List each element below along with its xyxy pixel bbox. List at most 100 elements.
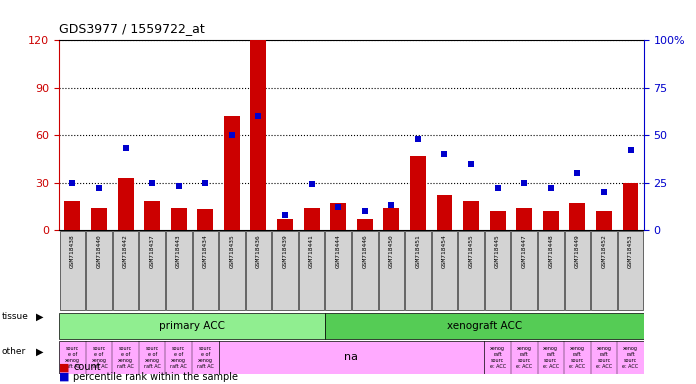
Bar bbox=[224, 116, 240, 230]
Text: sourc
e of
xenog
raft AC: sourc e of xenog raft AC bbox=[171, 346, 187, 369]
Text: GSM718453: GSM718453 bbox=[628, 234, 633, 268]
Bar bbox=[171, 208, 187, 230]
Bar bbox=[277, 219, 293, 230]
Bar bbox=[118, 178, 134, 230]
Text: count: count bbox=[73, 362, 101, 372]
Text: GSM718444: GSM718444 bbox=[335, 234, 341, 268]
Bar bbox=[569, 203, 585, 230]
Text: xenog
raft
sourc
e: ACC: xenog raft sourc e: ACC bbox=[622, 346, 638, 369]
FancyBboxPatch shape bbox=[512, 231, 537, 310]
Point bbox=[545, 185, 556, 191]
Text: other: other bbox=[1, 347, 26, 356]
Text: ▶: ▶ bbox=[36, 346, 44, 356]
Text: ■: ■ bbox=[59, 362, 70, 372]
Text: GSM718442: GSM718442 bbox=[123, 234, 128, 268]
Text: sourc
e of
xenog
raft AC: sourc e of xenog raft AC bbox=[144, 346, 161, 369]
Text: GSM718441: GSM718441 bbox=[309, 234, 314, 268]
Point bbox=[599, 189, 610, 195]
Text: GSM718448: GSM718448 bbox=[548, 234, 553, 268]
Text: GSM718446: GSM718446 bbox=[362, 234, 367, 268]
Text: sourc
e of
xenog
raft AC: sourc e of xenog raft AC bbox=[90, 346, 107, 369]
Bar bbox=[622, 182, 638, 230]
Point bbox=[226, 132, 237, 138]
Text: GDS3977 / 1559722_at: GDS3977 / 1559722_at bbox=[59, 22, 205, 35]
Point bbox=[386, 202, 397, 209]
Text: xenog
raft
sourc
e: ACC: xenog raft sourc e: ACC bbox=[516, 346, 532, 369]
Point bbox=[572, 170, 583, 176]
Point bbox=[120, 145, 131, 151]
Point bbox=[519, 179, 530, 185]
FancyBboxPatch shape bbox=[564, 231, 590, 310]
Point bbox=[93, 185, 104, 191]
FancyBboxPatch shape bbox=[432, 231, 457, 310]
Text: GSM718447: GSM718447 bbox=[522, 234, 527, 268]
FancyBboxPatch shape bbox=[272, 231, 298, 310]
Text: GSM718445: GSM718445 bbox=[495, 234, 500, 268]
Point bbox=[147, 179, 158, 185]
Text: GSM718436: GSM718436 bbox=[256, 234, 261, 268]
FancyBboxPatch shape bbox=[458, 231, 484, 310]
FancyBboxPatch shape bbox=[193, 231, 218, 310]
Text: xenog
raft
sourc
e: ACC: xenog raft sourc e: ACC bbox=[543, 346, 559, 369]
FancyBboxPatch shape bbox=[538, 231, 564, 310]
Bar bbox=[436, 195, 452, 230]
Text: GSM718454: GSM718454 bbox=[442, 234, 447, 268]
Bar bbox=[490, 211, 505, 230]
Text: sourc
e of
xenog
raft AC: sourc e of xenog raft AC bbox=[197, 346, 214, 369]
FancyBboxPatch shape bbox=[299, 231, 324, 310]
Point bbox=[200, 179, 211, 185]
FancyBboxPatch shape bbox=[379, 231, 404, 310]
Text: GSM718434: GSM718434 bbox=[203, 234, 208, 268]
Bar bbox=[383, 208, 400, 230]
FancyBboxPatch shape bbox=[59, 341, 644, 374]
Text: na: na bbox=[345, 353, 358, 362]
Text: GSM718450: GSM718450 bbox=[389, 234, 394, 268]
Point bbox=[466, 161, 477, 167]
Text: xenog
raft
sourc
e: ACC: xenog raft sourc e: ACC bbox=[489, 346, 506, 369]
Bar bbox=[251, 40, 267, 230]
Bar bbox=[144, 202, 160, 230]
Text: GSM718443: GSM718443 bbox=[176, 234, 181, 268]
FancyBboxPatch shape bbox=[591, 231, 617, 310]
Bar bbox=[516, 208, 532, 230]
Text: GSM718437: GSM718437 bbox=[150, 234, 155, 268]
Bar bbox=[410, 156, 426, 230]
FancyBboxPatch shape bbox=[219, 231, 245, 310]
FancyBboxPatch shape bbox=[326, 231, 351, 310]
Text: GSM718440: GSM718440 bbox=[97, 234, 102, 268]
Text: sourc
e of
xenog
raft AC: sourc e of xenog raft AC bbox=[117, 346, 134, 369]
Bar bbox=[463, 202, 479, 230]
Point bbox=[439, 151, 450, 157]
Text: GSM718439: GSM718439 bbox=[283, 234, 287, 268]
Text: tissue: tissue bbox=[1, 312, 29, 321]
Text: primary ACC: primary ACC bbox=[159, 321, 225, 331]
Point bbox=[625, 147, 636, 153]
Point bbox=[333, 204, 344, 210]
Bar bbox=[303, 208, 319, 230]
Point bbox=[359, 208, 370, 214]
FancyBboxPatch shape bbox=[60, 231, 85, 310]
FancyBboxPatch shape bbox=[485, 231, 510, 310]
Bar bbox=[65, 202, 81, 230]
FancyBboxPatch shape bbox=[139, 231, 165, 310]
Bar bbox=[198, 209, 213, 230]
Text: GSM718455: GSM718455 bbox=[468, 234, 473, 268]
FancyBboxPatch shape bbox=[325, 313, 644, 339]
Bar bbox=[357, 219, 373, 230]
Text: GSM718449: GSM718449 bbox=[575, 234, 580, 268]
FancyBboxPatch shape bbox=[618, 231, 643, 310]
FancyBboxPatch shape bbox=[166, 231, 191, 310]
Text: xenograft ACC: xenograft ACC bbox=[447, 321, 522, 331]
Text: GSM718435: GSM718435 bbox=[230, 234, 235, 268]
Point bbox=[280, 212, 291, 218]
Point bbox=[173, 183, 184, 189]
Text: ■: ■ bbox=[59, 372, 70, 382]
Text: GSM718438: GSM718438 bbox=[70, 234, 75, 268]
Text: xenog
raft
sourc
e: ACC: xenog raft sourc e: ACC bbox=[596, 346, 612, 369]
Text: sourc
e of
xenog
raft AC: sourc e of xenog raft AC bbox=[64, 346, 81, 369]
Bar bbox=[543, 211, 559, 230]
Text: GSM718452: GSM718452 bbox=[601, 234, 606, 268]
FancyBboxPatch shape bbox=[405, 231, 431, 310]
Bar bbox=[596, 211, 612, 230]
Text: percentile rank within the sample: percentile rank within the sample bbox=[73, 372, 238, 382]
